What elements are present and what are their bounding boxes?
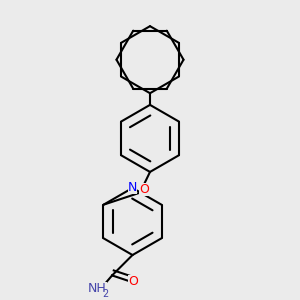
Text: N: N (128, 182, 137, 194)
Text: 2: 2 (102, 289, 109, 299)
Text: NH: NH (88, 282, 107, 295)
Text: O: O (128, 275, 138, 288)
Text: O: O (139, 183, 149, 196)
